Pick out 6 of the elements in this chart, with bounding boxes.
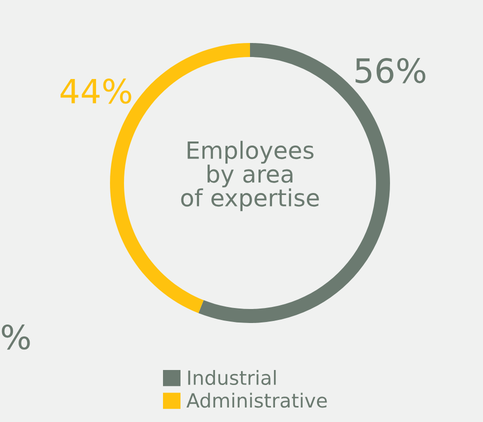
data-label: 56% bbox=[356, 58, 426, 84]
data-label: 44% bbox=[60, 78, 132, 104]
text: % bbox=[2, 324, 30, 350]
legend-label: Administrative bbox=[186, 392, 327, 408]
text: Employees by area of expertise bbox=[181, 140, 319, 212]
legend-label: Industrial bbox=[188, 370, 276, 386]
